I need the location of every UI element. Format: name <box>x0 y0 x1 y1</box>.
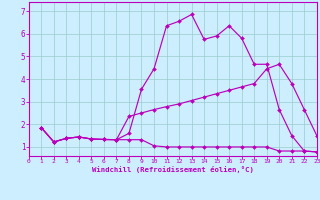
X-axis label: Windchill (Refroidissement éolien,°C): Windchill (Refroidissement éolien,°C) <box>92 166 254 173</box>
